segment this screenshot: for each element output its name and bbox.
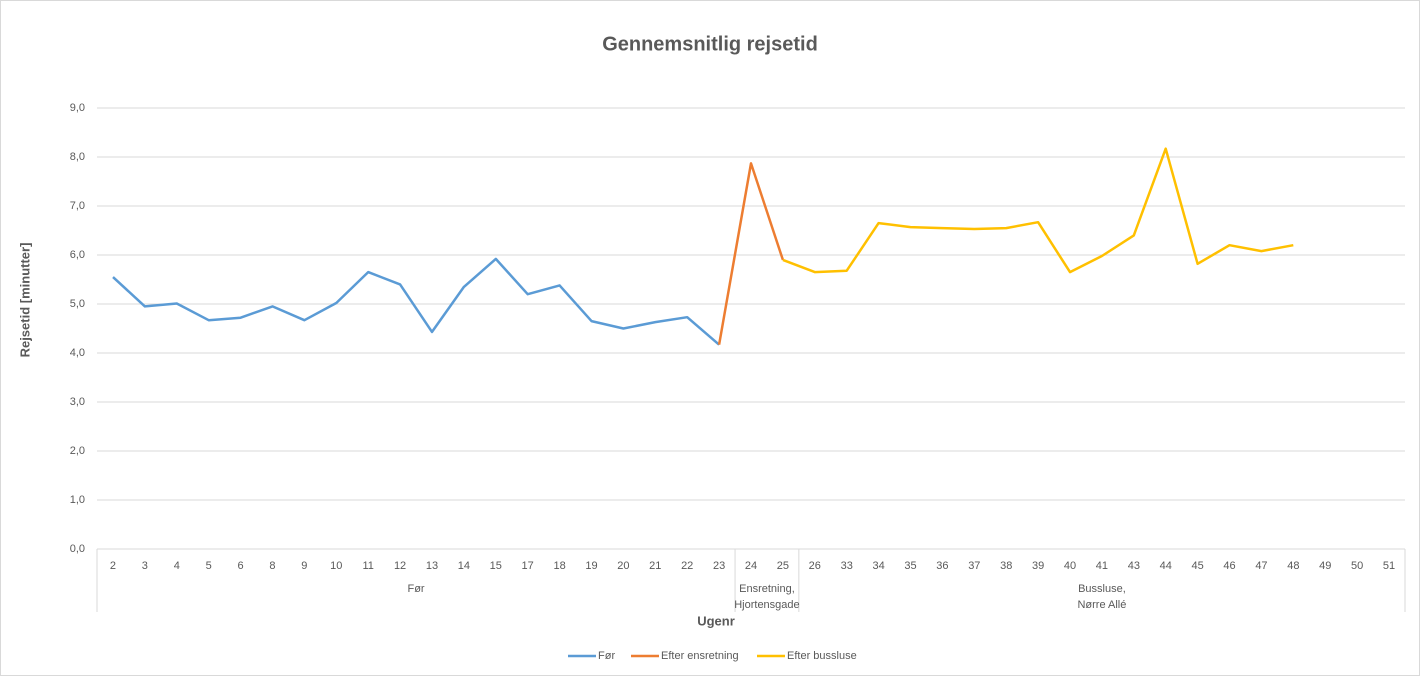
x-tick-label: 4 [174,560,180,572]
x-tick-label: 5 [206,560,212,572]
group-label: Før [407,583,424,595]
x-tick-label: 38 [1000,560,1012,572]
chart-title: Gennemsnitlig rejsetid [602,33,818,55]
group-label: Bussluse, [1078,583,1126,595]
x-tick-label: 21 [649,560,661,572]
x-tick-label: 13 [426,560,438,572]
x-tick-label: 47 [1255,560,1267,572]
x-tick-label: 35 [904,560,916,572]
x-tick-label: 26 [809,560,821,572]
y-tick-label: 5,0 [70,298,85,310]
x-tick-label: 17 [522,560,534,572]
x-tick-label: 50 [1351,560,1363,572]
y-tick-label: 3,0 [70,396,85,408]
x-tick-label: 24 [745,560,757,572]
x-tick-label: 46 [1223,560,1235,572]
x-tick-label: 41 [1096,560,1108,572]
x-tick-label: 22 [681,560,693,572]
y-tick-label: 2,0 [70,445,85,457]
x-tick-label: 8 [269,560,275,572]
x-tick-label: 11 [362,560,373,572]
x-tick-label: 43 [1128,560,1140,572]
series-line [717,162,785,345]
x-tick-label: 20 [617,560,629,572]
legend-label: Efter bussluse [787,650,857,662]
x-tick-label: 19 [585,560,597,572]
y-tick-label: 0,0 [70,543,85,555]
x-tick-label: 15 [490,560,502,572]
x-tick-label: 9 [301,560,307,572]
series-line [782,147,1294,274]
y-tick-label: 6,0 [70,249,85,261]
x-tick-label: 36 [936,560,948,572]
x-tick-label: 10 [330,560,342,572]
x-tick-label: 40 [1064,560,1076,572]
y-tick-label: 9,0 [70,102,85,114]
x-tick-label: 33 [841,560,853,572]
x-tick-label: 25 [777,560,789,572]
x-tick-label: 39 [1032,560,1044,572]
x-tick-label: 45 [1192,560,1204,572]
group-label: Nørre Allé [1077,599,1126,611]
y-tick-label: 1,0 [70,494,85,506]
x-tick-label: 37 [968,560,980,572]
legend-label: Før [598,650,615,662]
series-line [112,257,720,346]
x-tick-label: 18 [553,560,565,572]
legend-label: Efter ensretning [661,650,739,662]
x-tick-label: 34 [872,560,884,572]
x-tick-label: 3 [142,560,148,572]
y-axis-title: Rejsetid [minutter] [17,243,32,358]
x-tick-label: 49 [1319,560,1331,572]
y-tick-label: 7,0 [70,200,85,212]
x-tick-label: 48 [1287,560,1299,572]
x-tick-label: 12 [394,560,406,572]
x-tick-label: 44 [1160,560,1172,572]
x-tick-label: 6 [237,560,243,572]
x-tick-label: 51 [1383,560,1395,572]
x-axis-title: Ugenr [697,613,735,628]
x-tick-label: 23 [713,560,725,572]
x-tick-label: 2 [110,560,116,572]
y-tick-label: 4,0 [70,347,85,359]
group-label: Ensretning, [739,583,795,595]
x-tick-label: 14 [458,560,470,572]
group-label: Hjortensgade [734,599,799,611]
y-tick-label: 8,0 [70,151,85,163]
